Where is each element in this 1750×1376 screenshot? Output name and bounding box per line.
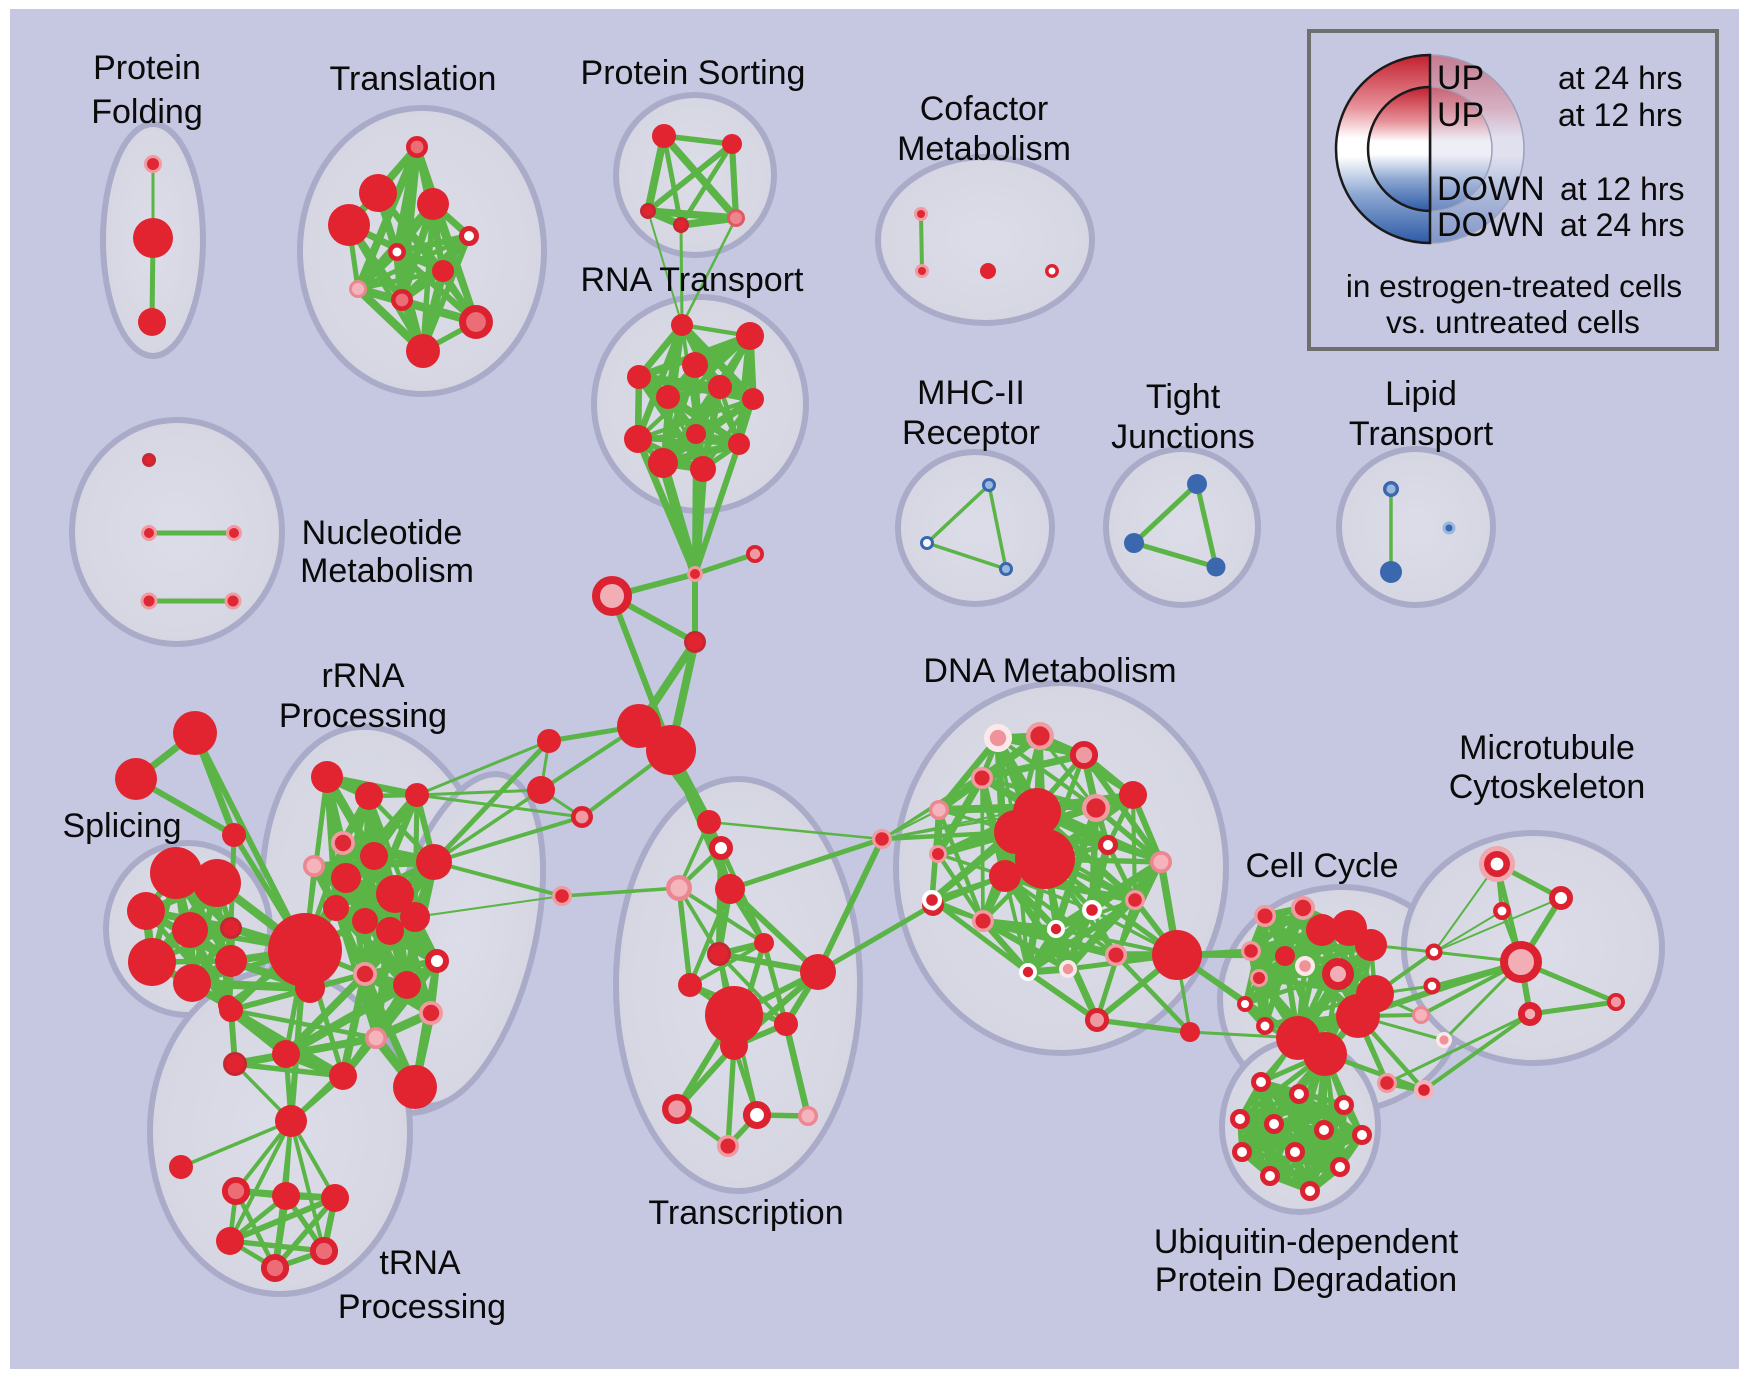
- svg-text:UP: UP: [1437, 96, 1484, 134]
- svg-text:Microtubule: Microtubule: [1459, 729, 1635, 767]
- svg-text:Lipid: Lipid: [1385, 375, 1457, 413]
- svg-text:Translation: Translation: [330, 60, 497, 98]
- svg-text:Nucleotide: Nucleotide: [302, 514, 463, 552]
- svg-text:Cell Cycle: Cell Cycle: [1245, 847, 1398, 885]
- svg-text:Protein Degradation: Protein Degradation: [1155, 1261, 1457, 1299]
- svg-text:Junctions: Junctions: [1111, 418, 1255, 456]
- svg-text:Receptor: Receptor: [902, 414, 1040, 452]
- svg-text:Protein: Protein: [93, 49, 201, 87]
- svg-text:Cytoskeleton: Cytoskeleton: [1449, 768, 1646, 806]
- svg-text:at 12 hrs: at 12 hrs: [1558, 97, 1683, 133]
- svg-text:DOWN: DOWN: [1437, 206, 1545, 244]
- svg-text:Metabolism: Metabolism: [300, 552, 474, 590]
- svg-text:at 24 hrs: at 24 hrs: [1560, 207, 1685, 243]
- svg-text:Folding: Folding: [91, 93, 203, 131]
- svg-text:Splicing: Splicing: [62, 807, 181, 845]
- svg-text:Cofactor: Cofactor: [920, 90, 1049, 128]
- svg-text:UP: UP: [1437, 59, 1484, 97]
- svg-text:Tight: Tight: [1146, 378, 1221, 416]
- svg-text:Processing: Processing: [338, 1288, 506, 1326]
- svg-text:Transcription: Transcription: [648, 1194, 843, 1232]
- svg-text:Protein Sorting: Protein Sorting: [581, 54, 806, 92]
- svg-text:DOWN: DOWN: [1437, 170, 1545, 208]
- svg-text:rRNA: rRNA: [321, 657, 404, 695]
- svg-text:DNA Metabolism: DNA Metabolism: [923, 652, 1176, 690]
- svg-text:Transport: Transport: [1349, 415, 1494, 453]
- svg-text:at 12 hrs: at 12 hrs: [1560, 171, 1685, 207]
- svg-text:at 24 hrs: at 24 hrs: [1558, 60, 1683, 96]
- svg-text:RNA Transport: RNA Transport: [581, 261, 805, 299]
- svg-text:vs. untreated cells: vs. untreated cells: [1386, 304, 1640, 340]
- svg-text:Processing: Processing: [279, 697, 447, 735]
- svg-text:tRNA: tRNA: [379, 1244, 461, 1282]
- svg-text:MHC-II: MHC-II: [917, 374, 1025, 412]
- svg-text:Metabolism: Metabolism: [897, 130, 1071, 168]
- svg-text:in estrogen-treated cells: in estrogen-treated cells: [1346, 268, 1682, 304]
- svg-text:Ubiquitin-dependent: Ubiquitin-dependent: [1154, 1223, 1459, 1261]
